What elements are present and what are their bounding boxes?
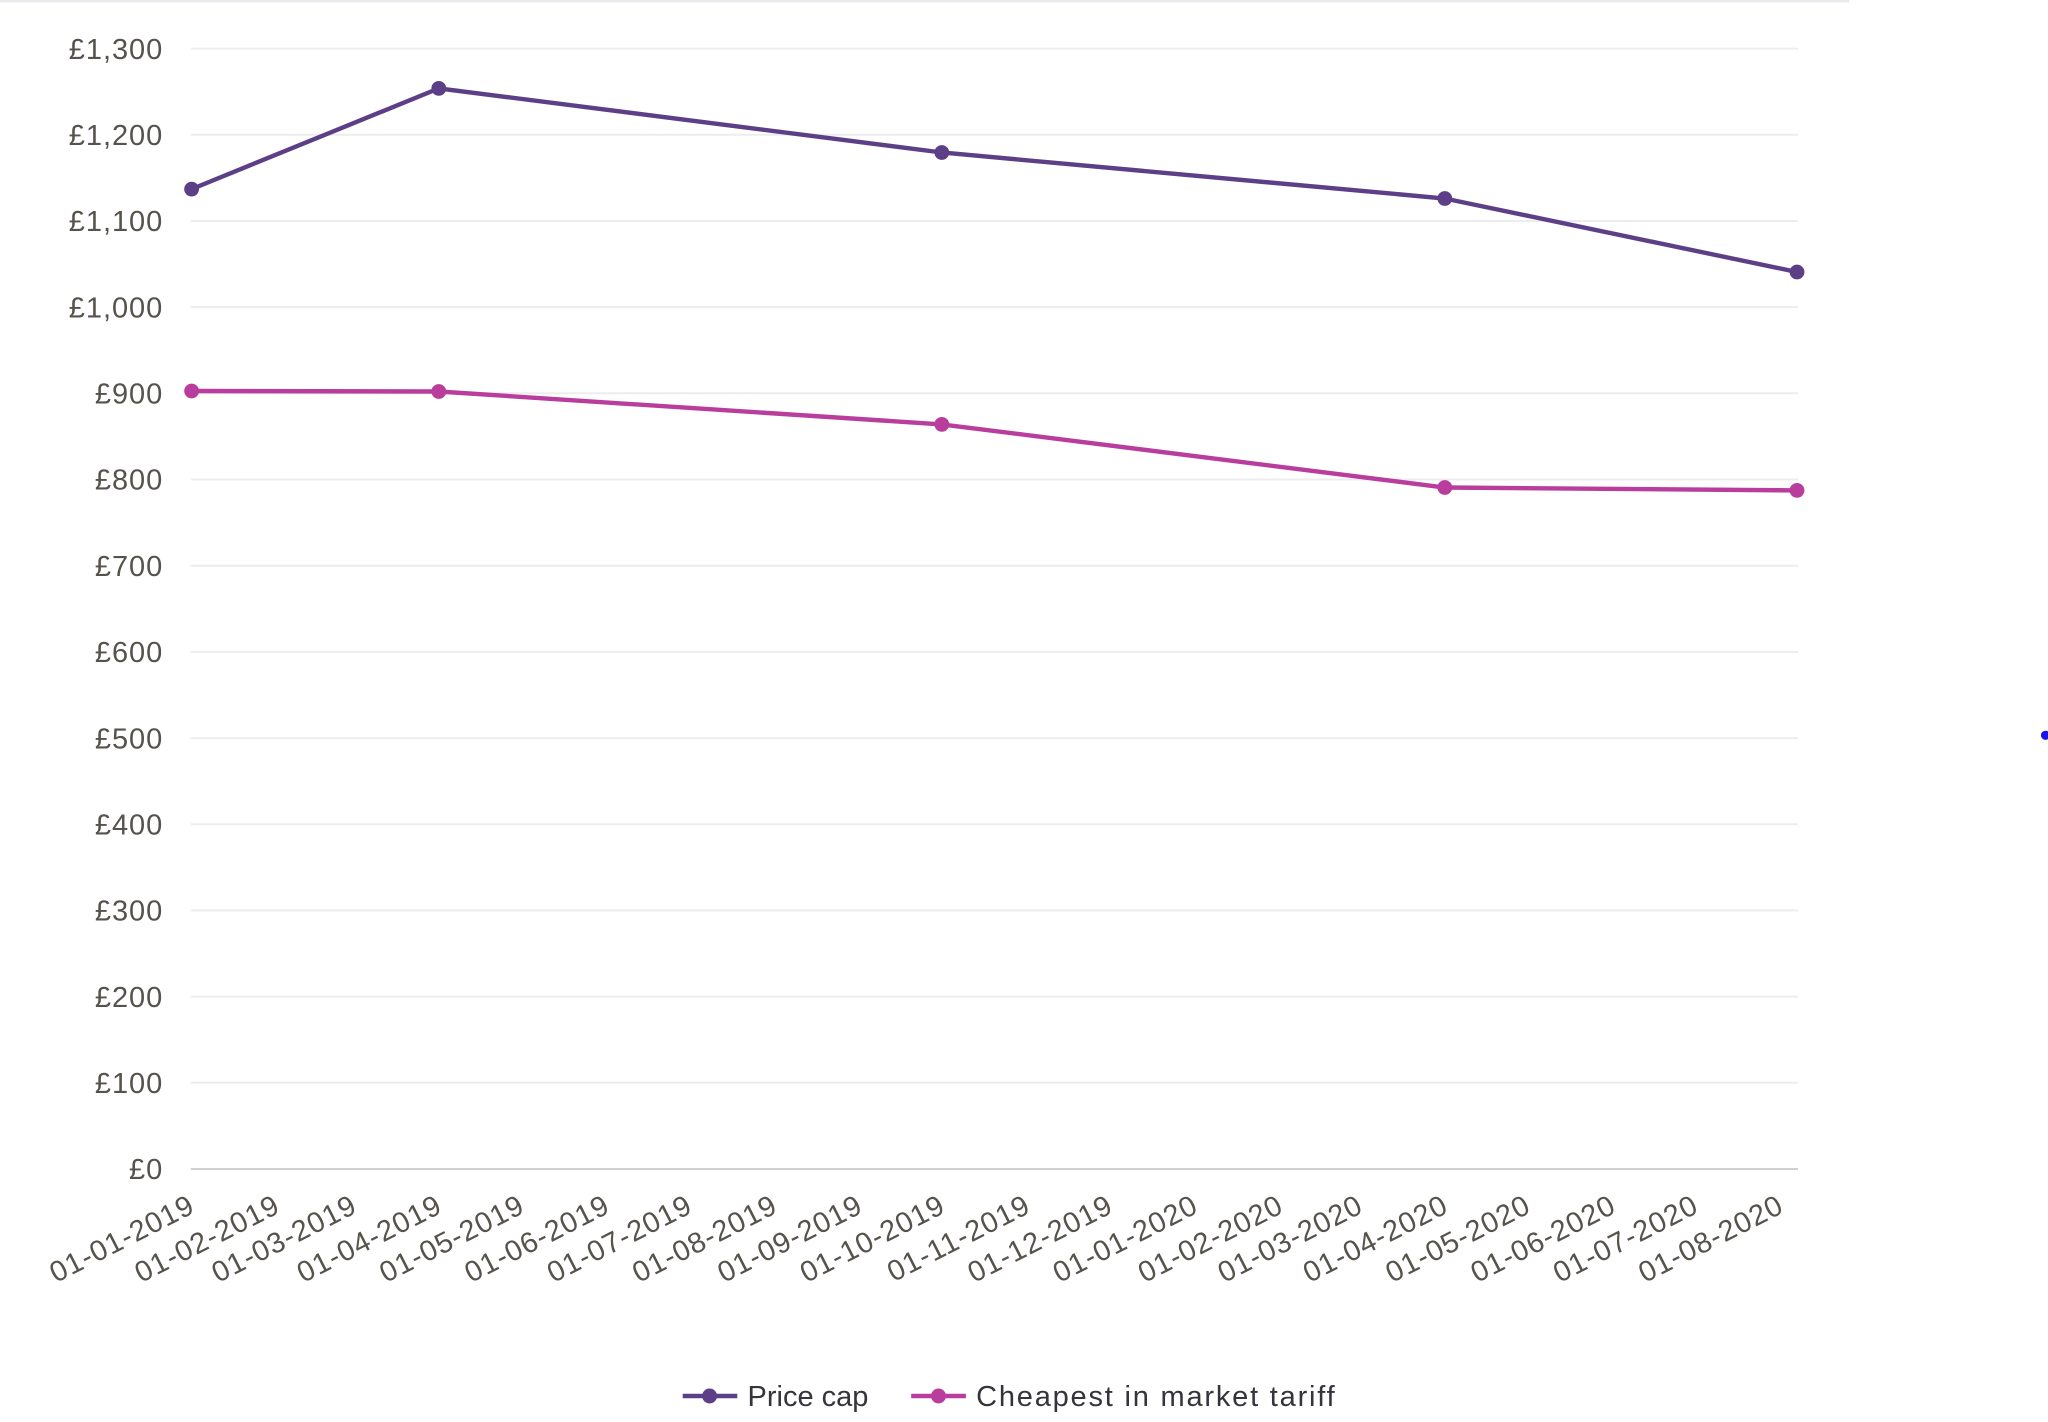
svg-text:£1,200: £1,200: [69, 120, 163, 152]
svg-text:£400: £400: [95, 810, 163, 842]
svg-text:£700: £700: [95, 551, 163, 583]
svg-text:£800: £800: [95, 465, 163, 497]
svg-text:£500: £500: [95, 723, 163, 755]
svg-text:£1,100: £1,100: [69, 206, 163, 238]
svg-text:£0: £0: [129, 1154, 163, 1186]
svg-text:Cheapest in market tariff: Cheapest in market tariff: [976, 1381, 1336, 1413]
svg-text:£300: £300: [95, 896, 163, 928]
svg-text:£900: £900: [95, 379, 163, 411]
svg-text:£1,000: £1,000: [69, 292, 163, 324]
svg-text:Price cap: Price cap: [748, 1381, 869, 1413]
svg-text:£100: £100: [95, 1068, 163, 1100]
svg-text:£200: £200: [95, 982, 163, 1014]
svg-text:£1,300: £1,300: [69, 34, 163, 66]
svg-text:£600: £600: [95, 637, 163, 669]
